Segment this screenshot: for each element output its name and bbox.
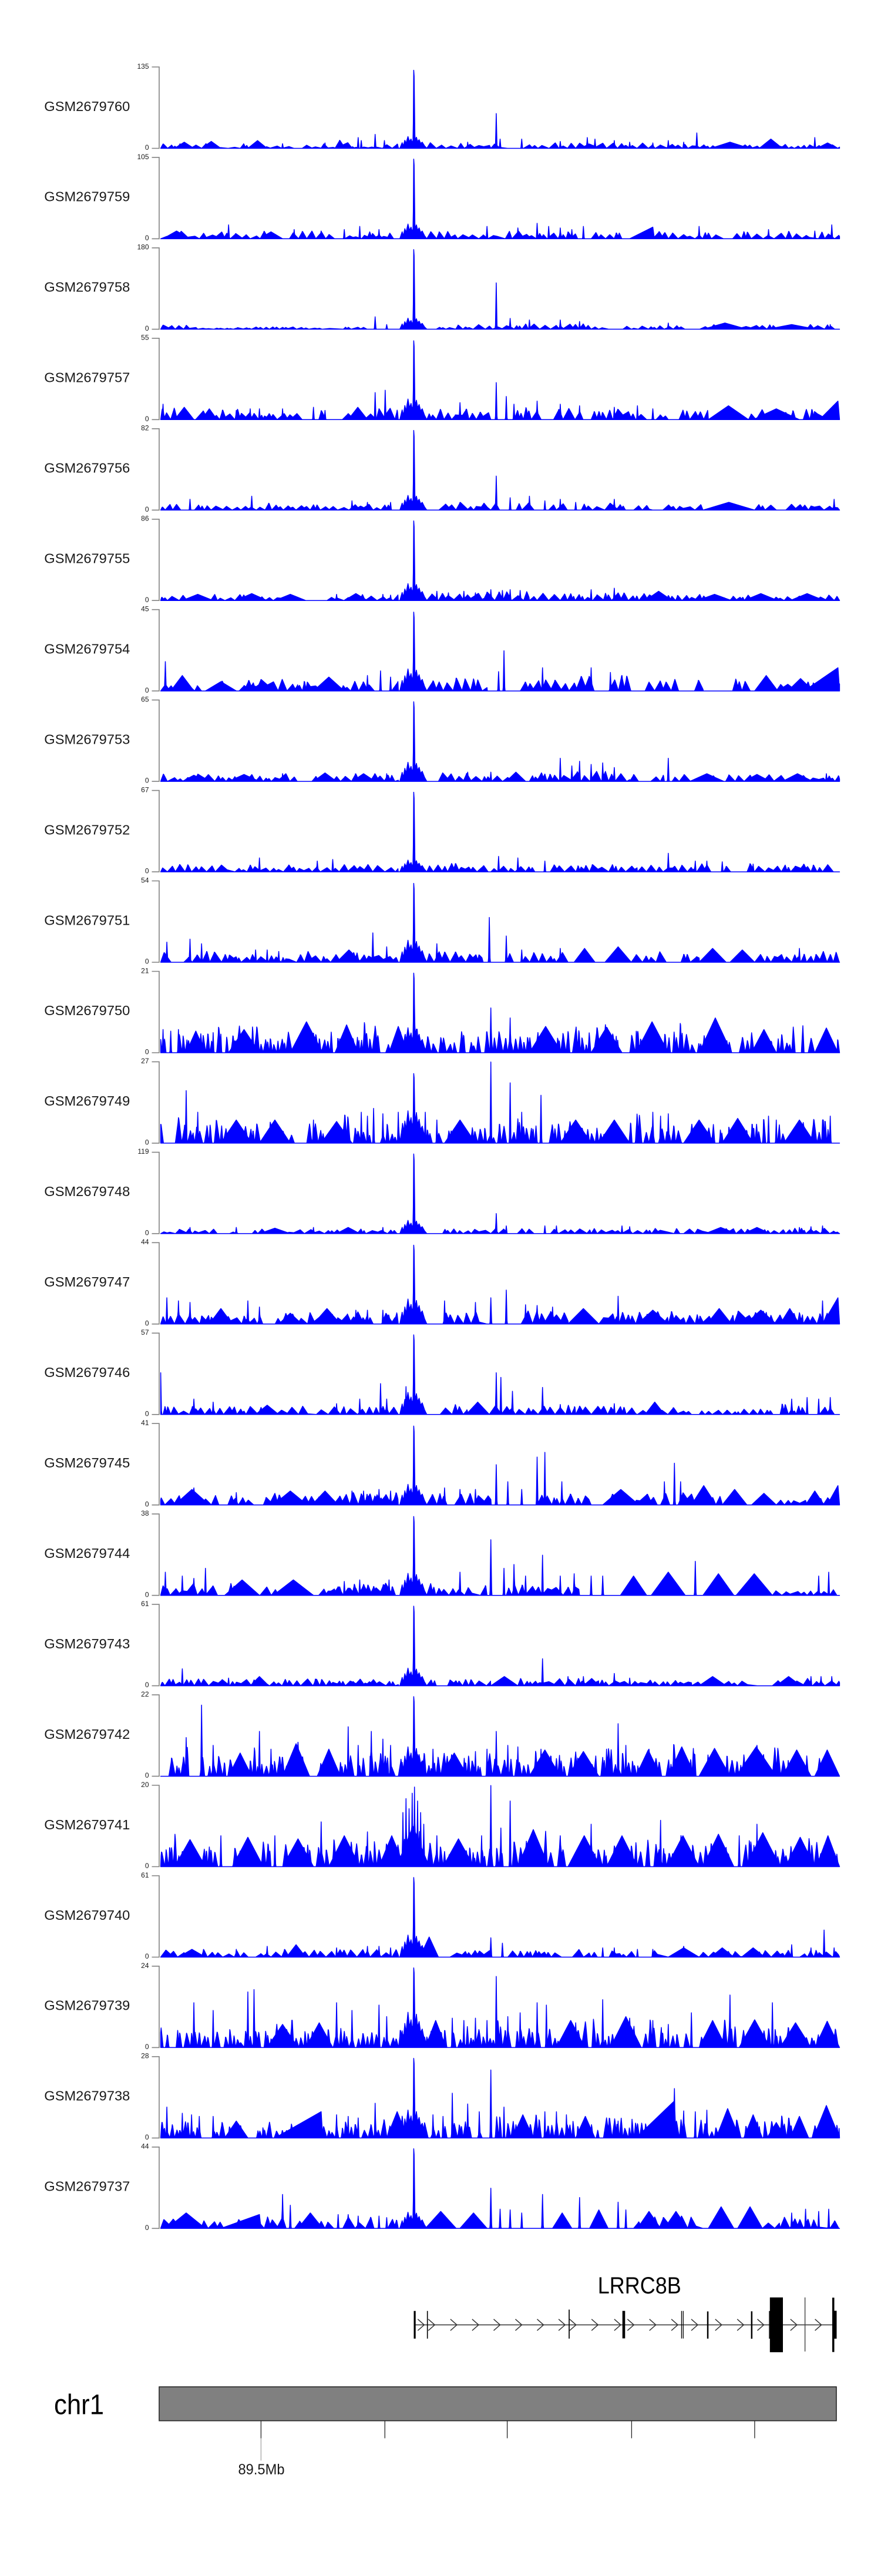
- svg-text:GSM2679741: GSM2679741: [44, 1817, 130, 1832]
- svg-text:0: 0: [145, 2133, 149, 2141]
- svg-text:chr1: chr1: [54, 2390, 104, 2421]
- svg-text:GSM2679759: GSM2679759: [44, 189, 130, 204]
- svg-text:GSM2679756: GSM2679756: [44, 461, 130, 476]
- svg-text:86: 86: [141, 515, 149, 523]
- svg-text:0: 0: [145, 143, 149, 152]
- svg-text:GSM2679760: GSM2679760: [44, 99, 130, 114]
- svg-text:GSM2679749: GSM2679749: [44, 1093, 130, 1109]
- svg-text:61: 61: [141, 1871, 149, 1879]
- svg-text:0: 0: [145, 777, 149, 785]
- svg-text:0: 0: [145, 1319, 149, 1327]
- svg-text:0: 0: [145, 2043, 149, 2051]
- svg-text:21: 21: [141, 966, 149, 975]
- svg-text:GSM2679739: GSM2679739: [44, 1998, 130, 2013]
- svg-text:82: 82: [141, 424, 149, 432]
- svg-text:GSM2679743: GSM2679743: [44, 1636, 130, 1651]
- svg-text:65: 65: [141, 695, 149, 703]
- svg-text:0: 0: [145, 1409, 149, 1418]
- svg-text:GSM2679738: GSM2679738: [44, 2088, 130, 2104]
- svg-text:55: 55: [141, 334, 149, 342]
- svg-text:GSM2679740: GSM2679740: [44, 1907, 130, 1923]
- svg-text:0: 0: [145, 596, 149, 604]
- svg-text:GSM2679744: GSM2679744: [44, 1546, 130, 1561]
- svg-text:0: 0: [145, 1048, 149, 1056]
- svg-text:44: 44: [141, 1238, 149, 1246]
- svg-text:GSM2679737: GSM2679737: [44, 2179, 130, 2194]
- svg-text:GSM2679745: GSM2679745: [44, 1455, 130, 1470]
- svg-text:GSM2679757: GSM2679757: [44, 370, 130, 385]
- svg-text:41: 41: [141, 1419, 149, 1427]
- svg-text:0: 0: [145, 1862, 149, 1870]
- svg-text:105: 105: [137, 153, 149, 161]
- svg-text:0: 0: [145, 1229, 149, 1237]
- svg-text:0: 0: [145, 1681, 149, 1689]
- svg-text:0: 0: [145, 958, 149, 966]
- svg-text:GSM2679746: GSM2679746: [44, 1365, 130, 1380]
- svg-text:119: 119: [137, 1147, 149, 1156]
- svg-text:135: 135: [137, 62, 149, 70]
- svg-text:0: 0: [145, 505, 149, 513]
- svg-text:67: 67: [141, 785, 149, 794]
- svg-text:28: 28: [141, 2052, 149, 2060]
- svg-text:LRRC8B: LRRC8B: [598, 2273, 681, 2299]
- svg-text:180: 180: [137, 243, 149, 251]
- svg-text:89.5Mb: 89.5Mb: [238, 2461, 285, 2478]
- svg-text:54: 54: [141, 876, 149, 884]
- svg-text:GSM2679748: GSM2679748: [44, 1184, 130, 1199]
- svg-text:0: 0: [145, 415, 149, 423]
- svg-text:GSM2679742: GSM2679742: [44, 1727, 130, 1742]
- svg-text:GSM2679750: GSM2679750: [44, 1003, 130, 1018]
- svg-text:0: 0: [145, 686, 149, 694]
- svg-text:0: 0: [145, 324, 149, 333]
- svg-text:0: 0: [145, 234, 149, 242]
- svg-text:GSM2679754: GSM2679754: [44, 641, 130, 656]
- svg-text:61: 61: [141, 1600, 149, 1608]
- svg-text:27: 27: [141, 1057, 149, 1065]
- svg-text:GSM2679752: GSM2679752: [44, 822, 130, 837]
- svg-text:0: 0: [145, 1500, 149, 1508]
- svg-text:22: 22: [141, 1690, 149, 1698]
- svg-text:57: 57: [141, 1328, 149, 1336]
- svg-text:24: 24: [141, 1962, 149, 1970]
- svg-text:44: 44: [141, 2142, 149, 2151]
- svg-text:0: 0: [145, 1138, 149, 1147]
- svg-text:0: 0: [145, 1590, 149, 1598]
- svg-text:45: 45: [141, 605, 149, 613]
- svg-text:GSM2679747: GSM2679747: [44, 1274, 130, 1289]
- svg-text:38: 38: [141, 1509, 149, 1517]
- svg-text:20: 20: [141, 1781, 149, 1789]
- svg-text:0: 0: [145, 2224, 149, 2232]
- svg-text:0: 0: [145, 1952, 149, 1960]
- svg-text:GSM2679758: GSM2679758: [44, 280, 130, 295]
- svg-text:GSM2679753: GSM2679753: [44, 731, 130, 747]
- svg-text:0: 0: [145, 1771, 149, 1779]
- svg-text:GSM2679751: GSM2679751: [44, 912, 130, 928]
- svg-text:GSM2679755: GSM2679755: [44, 551, 130, 566]
- svg-text:0: 0: [145, 867, 149, 875]
